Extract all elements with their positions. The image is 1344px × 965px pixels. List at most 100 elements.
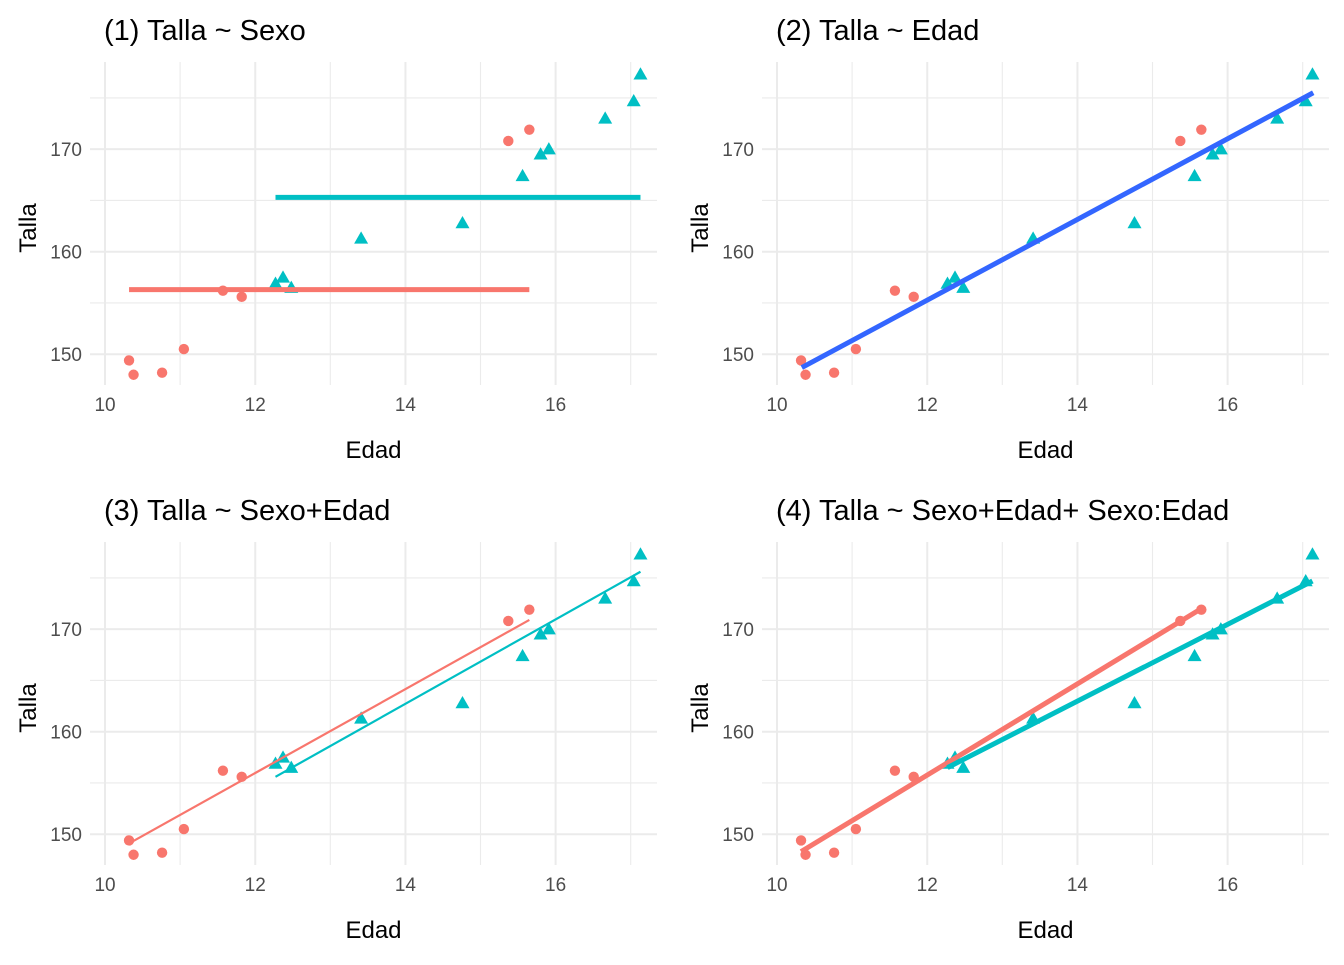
male-point bbox=[633, 67, 648, 80]
male-point bbox=[533, 147, 548, 160]
y-axis-label: Talla bbox=[687, 683, 714, 733]
male-point bbox=[948, 270, 963, 283]
male-point bbox=[1187, 648, 1202, 662]
male-point bbox=[515, 168, 530, 182]
x-tick-label: 10 bbox=[94, 875, 115, 896]
female-point bbox=[1175, 135, 1186, 147]
data-points bbox=[123, 547, 648, 860]
x-axis-label: Edad bbox=[1017, 437, 1073, 464]
x-tick-label: 14 bbox=[395, 395, 417, 416]
x-axis-label: Edad bbox=[345, 917, 401, 944]
male-point bbox=[541, 142, 556, 155]
female-point bbox=[889, 285, 901, 296]
female-point bbox=[800, 369, 811, 380]
fit-lines bbox=[128, 570, 642, 845]
panel-3: 10 12 14 16 150 160 170 Edad Talla (3) Talla ~ Se… bbox=[15, 495, 657, 944]
female-point bbox=[503, 615, 514, 627]
grid bbox=[762, 542, 1329, 865]
y-axis-label: Talla bbox=[15, 203, 42, 253]
male-point bbox=[276, 270, 291, 283]
y-tick-label: 160 bbox=[50, 243, 82, 264]
fit-lines bbox=[129, 194, 641, 293]
y-tick-label: 170 bbox=[722, 140, 754, 161]
male-point bbox=[1305, 547, 1320, 560]
male-point bbox=[626, 93, 641, 107]
female-point bbox=[503, 135, 514, 147]
data-points bbox=[795, 67, 1320, 380]
male-point bbox=[956, 280, 971, 293]
x-tick-label: 14 bbox=[395, 875, 417, 896]
male-point bbox=[956, 760, 971, 773]
y-axis-label: Talla bbox=[687, 203, 714, 253]
fit-lines bbox=[799, 578, 1314, 854]
y-tick-label: 170 bbox=[50, 620, 82, 641]
female-fit-line bbox=[128, 618, 530, 845]
male-point bbox=[455, 215, 470, 229]
male-point bbox=[533, 627, 548, 640]
y-tick-label: 170 bbox=[722, 620, 754, 641]
y-tick-label: 150 bbox=[722, 825, 754, 846]
panel-2: 10 12 14 16 150 160 170 Edad Talla (2) Talla ~ Ed… bbox=[687, 15, 1329, 464]
male-point bbox=[1305, 67, 1320, 80]
x-tick-label: 16 bbox=[1217, 395, 1238, 416]
overall-fit-line bbox=[800, 90, 1315, 370]
x-tick-label: 14 bbox=[1067, 875, 1089, 896]
female-point bbox=[236, 291, 247, 303]
female-point bbox=[178, 823, 190, 835]
male-point bbox=[598, 111, 613, 124]
y-tick-label: 160 bbox=[50, 723, 82, 744]
female-point bbox=[908, 291, 919, 303]
male-point bbox=[633, 547, 648, 560]
y-tick-label: 170 bbox=[50, 140, 82, 161]
male-point bbox=[626, 573, 641, 587]
female-point bbox=[128, 369, 139, 380]
female-fit-line bbox=[799, 606, 1203, 854]
female-point bbox=[156, 847, 168, 858]
panel-title: (2) Talla ~ Edad bbox=[776, 15, 979, 47]
male-point bbox=[455, 695, 470, 709]
data-points bbox=[123, 67, 648, 380]
male-point bbox=[598, 591, 613, 604]
panel-title: (4) Talla ~ Sexo+Edad+ Sexo:Edad bbox=[776, 495, 1229, 527]
female-point bbox=[828, 847, 840, 858]
y-tick-label: 160 bbox=[722, 723, 754, 744]
female-point bbox=[178, 343, 190, 355]
x-tick-label: 12 bbox=[245, 875, 266, 896]
male-point bbox=[1205, 147, 1220, 160]
data-points bbox=[795, 547, 1320, 860]
female-point bbox=[524, 604, 535, 615]
male-point bbox=[268, 276, 283, 289]
female-point bbox=[128, 849, 139, 860]
male-point bbox=[1187, 168, 1202, 182]
panel-title: (3) Talla ~ Sexo+Edad bbox=[104, 495, 390, 527]
male-point bbox=[541, 622, 556, 635]
male-point bbox=[1270, 111, 1285, 124]
female-point bbox=[123, 355, 135, 366]
male-point bbox=[1298, 93, 1313, 107]
female-point bbox=[217, 765, 229, 776]
male-point bbox=[354, 711, 369, 724]
y-tick-label: 150 bbox=[50, 825, 82, 846]
grid bbox=[90, 62, 657, 385]
female-point bbox=[795, 835, 807, 846]
x-tick-label: 12 bbox=[917, 875, 938, 896]
male-fit-line bbox=[946, 578, 1314, 770]
x-tick-label: 10 bbox=[766, 395, 787, 416]
female-point bbox=[850, 343, 862, 355]
x-tick-label: 16 bbox=[545, 395, 566, 416]
female-point bbox=[795, 355, 807, 366]
y-tick-label: 150 bbox=[722, 345, 754, 366]
female-point bbox=[850, 823, 862, 835]
x-tick-label: 12 bbox=[917, 395, 938, 416]
male-point bbox=[1127, 695, 1142, 709]
x-tick-label: 16 bbox=[1217, 875, 1238, 896]
fit-lines bbox=[800, 90, 1315, 370]
panel-4: 10 12 14 16 150 160 170 Edad Talla (4) Talla ~ Se… bbox=[687, 495, 1329, 944]
x-tick-label: 12 bbox=[245, 395, 266, 416]
grid bbox=[762, 62, 1329, 385]
male-point bbox=[515, 648, 530, 662]
male-fit-line bbox=[274, 570, 642, 778]
y-tick-label: 150 bbox=[50, 345, 82, 366]
